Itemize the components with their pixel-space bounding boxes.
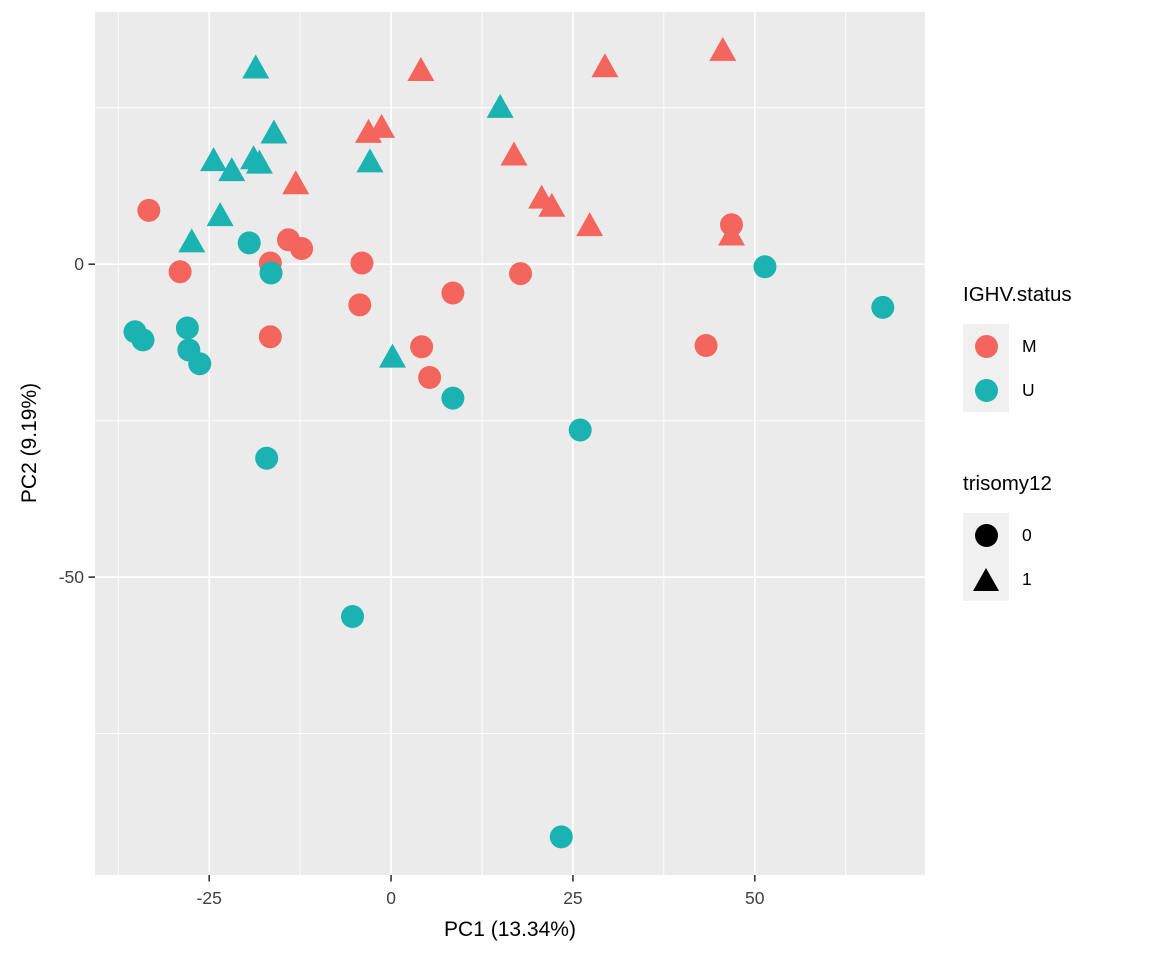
data-point-circle	[350, 251, 374, 275]
data-point-circle	[753, 255, 777, 279]
data-point-circle	[290, 237, 314, 261]
color-legend-title: IGHV.status	[963, 283, 1072, 306]
data-point-circle	[175, 316, 199, 340]
data-point-circle	[720, 213, 744, 237]
shape-legend-title: trisomy12	[963, 472, 1052, 495]
legend-key-box	[963, 324, 1009, 368]
data-point-circle	[509, 262, 533, 286]
legend-key-label: 0	[1022, 524, 1032, 545]
data-point-triangle	[218, 157, 246, 182]
y-tick-label: 0	[74, 254, 84, 274]
data-point-circle	[259, 261, 283, 285]
color-legend: IGHV.status M U	[963, 282, 1151, 412]
data-point-triangle	[242, 54, 270, 79]
x-tick-label: 25	[563, 888, 582, 908]
u-circle-glyph-icon	[974, 378, 998, 402]
trisomy1-triangle-glyph-icon	[973, 567, 999, 591]
data-point-circle	[168, 260, 192, 284]
legend-key-label: U	[1022, 379, 1035, 400]
panel-background	[95, 12, 925, 875]
x-tick-label: 0	[386, 888, 396, 908]
data-point-triangle	[200, 147, 228, 172]
data-point-triangle	[486, 93, 514, 118]
data-point-triangle	[379, 343, 407, 368]
y-tick-label: -50	[59, 567, 85, 587]
m-circle-glyph-icon	[974, 334, 998, 358]
data-point-circle	[441, 281, 465, 305]
legend-key-box	[963, 557, 1009, 601]
data-point-circle	[694, 334, 718, 358]
legend-key-box	[963, 513, 1009, 557]
y-axis-title: PC2 (9.19%)	[18, 382, 41, 504]
legend-key-trisomy-1: 1	[963, 557, 1151, 601]
data-point-triangle	[178, 228, 206, 253]
data-point-circle	[341, 605, 365, 629]
data-point-triangle	[591, 53, 619, 78]
legend-key-label: 1	[1022, 568, 1032, 589]
data-point-triangle	[576, 212, 604, 237]
shape-legend: trisomy12 0 1	[963, 471, 1151, 601]
data-point-circle	[188, 352, 212, 376]
trisomy0-circle-glyph-icon	[974, 523, 998, 547]
x-axis-title: PC1 (13.34%)	[444, 918, 576, 941]
data-point-triangle	[709, 36, 737, 61]
legend-key-trisomy-0: 0	[963, 513, 1151, 557]
shape-legend-keys: 0 1	[963, 513, 1151, 601]
data-point-circle	[441, 386, 465, 410]
data-point-triangle	[356, 148, 384, 173]
data-point-circle	[549, 825, 573, 849]
data-point-triangle	[282, 170, 310, 195]
data-point-circle	[418, 365, 442, 389]
legend-key-ighv-m: M	[963, 324, 1151, 368]
data-point-triangle	[260, 119, 288, 144]
data-point-circle	[258, 325, 282, 349]
legend-key-label: M	[1022, 335, 1037, 356]
data-point-triangle	[206, 202, 234, 227]
data-point-circle	[237, 231, 261, 255]
data-point-circle	[255, 446, 279, 470]
data-point-triangle	[407, 56, 435, 81]
data-point-circle	[137, 198, 161, 222]
data-point-circle	[568, 418, 592, 442]
x-tick-label: 50	[745, 888, 765, 908]
data-point-circle	[410, 335, 434, 359]
data-point-circle	[871, 295, 895, 319]
data-point-triangle	[538, 192, 566, 217]
data-point-triangle	[368, 113, 396, 138]
data-point-circle	[348, 293, 372, 317]
data-point-triangle	[500, 141, 528, 166]
x-tick-label: -25	[197, 888, 222, 908]
data-point-triangle	[245, 149, 273, 174]
legend-key-ighv-u: U	[963, 368, 1151, 412]
color-legend-keys: M U	[963, 324, 1151, 412]
legend-key-box	[963, 368, 1009, 412]
data-point-circle	[131, 328, 155, 352]
